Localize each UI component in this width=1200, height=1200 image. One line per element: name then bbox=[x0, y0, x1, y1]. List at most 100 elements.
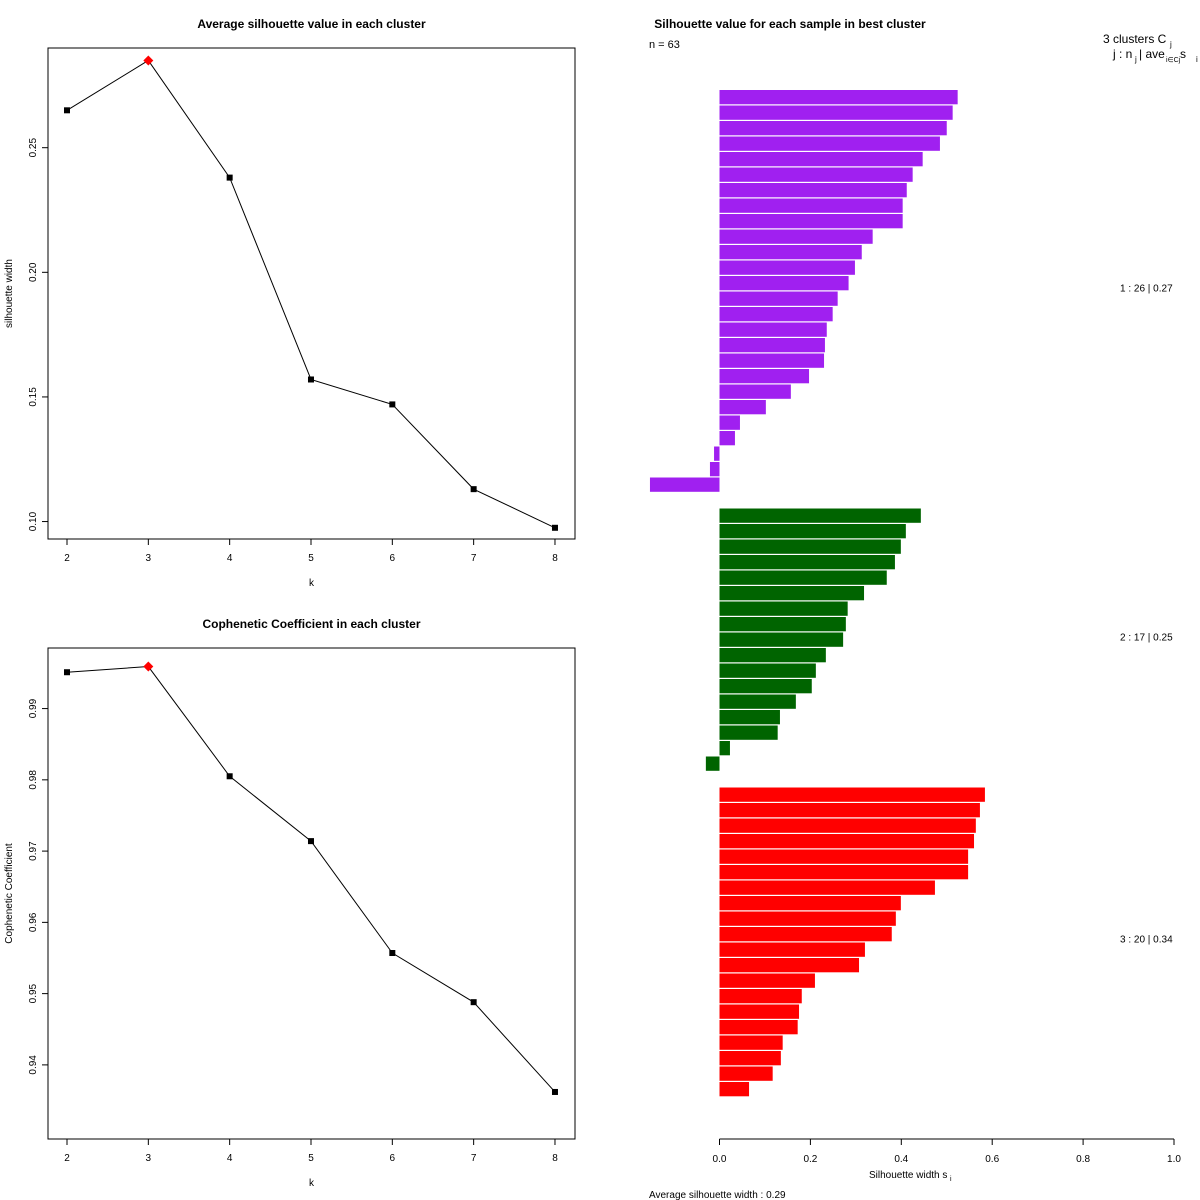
data-point bbox=[470, 999, 477, 1006]
silhouette-bar bbox=[719, 431, 735, 446]
x-tick-label: 4 bbox=[227, 553, 233, 564]
silhouette-bar bbox=[719, 710, 780, 725]
silhouette-bar bbox=[719, 152, 923, 167]
data-point bbox=[551, 524, 558, 531]
silhouette-bar bbox=[719, 834, 975, 849]
y-tick-label: 0.20 bbox=[28, 262, 39, 282]
header-sub: i∈Cj bbox=[1166, 57, 1181, 64]
silhouette-bar bbox=[719, 167, 913, 182]
silhouette-bar bbox=[719, 632, 844, 647]
silhouette-bar bbox=[719, 555, 895, 570]
y-tick-label: 0.96 bbox=[28, 912, 39, 932]
silhouette-bar bbox=[719, 508, 921, 523]
silhouette-bar bbox=[719, 694, 796, 709]
silhouette-bar bbox=[719, 90, 958, 105]
y-axis-label: Cophenetic Coefficient bbox=[4, 843, 15, 944]
x-axis-label: k bbox=[309, 1178, 315, 1189]
cluster-label: 2 : 17 | 0.25 bbox=[1120, 632, 1173, 643]
silhouette-bar bbox=[719, 291, 838, 306]
plot-frame bbox=[47, 647, 576, 1140]
silhouette-bar bbox=[719, 539, 901, 554]
y-tick-label: 0.98 bbox=[28, 770, 39, 790]
silhouette-bar bbox=[719, 136, 940, 151]
data-point bbox=[307, 376, 314, 383]
silhouette-bar bbox=[719, 105, 953, 120]
y-axis-label: silhouette width bbox=[4, 259, 15, 328]
silhouette-bar bbox=[719, 229, 873, 244]
data-point bbox=[226, 773, 233, 780]
best-k-point bbox=[143, 55, 154, 66]
plot-title: Average silhouette value in each cluster bbox=[197, 17, 426, 31]
silhouette-bar bbox=[719, 1051, 781, 1066]
silhouette-bar bbox=[719, 214, 903, 229]
silhouette-bar bbox=[719, 400, 766, 415]
silhouette-bar bbox=[719, 803, 980, 818]
silhouette-bar bbox=[719, 617, 846, 632]
x-axis-label: Silhouette width s bbox=[869, 1170, 947, 1181]
silhouette-bar bbox=[719, 198, 903, 213]
x-tick-label: 7 bbox=[471, 1153, 477, 1164]
y-tick-label: 0.97 bbox=[28, 841, 39, 861]
silhouette-bar bbox=[714, 446, 720, 461]
average-silhouette-footer: Average silhouette width : 0.29 bbox=[649, 1190, 786, 1200]
best-k-point bbox=[143, 661, 154, 672]
header-line1: 3 clusters C bbox=[1103, 32, 1167, 46]
y-tick-label: 0.99 bbox=[28, 698, 39, 718]
x-tick-label: 5 bbox=[308, 553, 314, 564]
silhouette-bar bbox=[719, 353, 825, 368]
silhouette-bar bbox=[719, 415, 740, 430]
x-tick-label: 0.0 bbox=[713, 1154, 727, 1165]
data-point bbox=[307, 838, 314, 845]
x-tick-label: 4 bbox=[227, 1153, 233, 1164]
cluster-label: 1 : 26 | 0.27 bbox=[1120, 284, 1173, 295]
x-tick-label: 3 bbox=[146, 1153, 152, 1164]
x-tick-label: 6 bbox=[390, 1153, 396, 1164]
silhouette-bar bbox=[719, 1082, 750, 1097]
silhouette-bar bbox=[719, 865, 969, 880]
header-line2: j : n bbox=[1112, 47, 1132, 61]
silhouette-bar bbox=[719, 849, 969, 864]
x-tick-label: 2 bbox=[64, 1153, 70, 1164]
silhouette-bar bbox=[719, 369, 810, 384]
silhouette-bar bbox=[719, 927, 892, 942]
n-label: n = 63 bbox=[649, 39, 680, 51]
y-tick-label: 0.94 bbox=[28, 1055, 39, 1075]
plot-title: Cophenetic Coefficient in each cluster bbox=[202, 617, 420, 631]
silhouette-bar bbox=[719, 1020, 798, 1035]
data-point bbox=[226, 174, 233, 181]
silhouette-bar bbox=[719, 958, 860, 973]
series-line bbox=[66, 59, 556, 529]
silhouette-bar bbox=[719, 942, 865, 957]
silhouette-bar bbox=[649, 477, 720, 492]
silhouette-bar bbox=[719, 260, 855, 275]
header-sub: i bbox=[1196, 55, 1198, 64]
data-point bbox=[470, 486, 477, 493]
silhouette-bar bbox=[719, 307, 833, 322]
silhouette-bar bbox=[719, 911, 896, 926]
data-point bbox=[389, 950, 396, 957]
y-tick-label: 0.10 bbox=[28, 511, 39, 531]
silhouette-bar bbox=[719, 601, 848, 616]
silhouette-bar bbox=[719, 183, 907, 198]
data-point bbox=[551, 1088, 558, 1095]
y-tick-label: 0.25 bbox=[28, 138, 39, 158]
silhouette-bar bbox=[719, 1035, 783, 1050]
series-line bbox=[66, 666, 556, 1093]
data-point bbox=[389, 401, 396, 408]
silhouette-bar bbox=[719, 818, 976, 833]
silhouette-bar bbox=[719, 679, 812, 694]
x-tick-label: 6 bbox=[390, 553, 396, 564]
header-line2c: s bbox=[1180, 47, 1186, 61]
y-tick-label: 0.15 bbox=[28, 387, 39, 407]
x-tick-label: 0.4 bbox=[894, 1154, 908, 1165]
silhouette-bar bbox=[719, 1004, 800, 1019]
silhouette-bar bbox=[719, 384, 791, 399]
x-tick-label: 0.8 bbox=[1076, 1154, 1090, 1165]
data-point bbox=[64, 669, 70, 676]
x-tick-label: 8 bbox=[552, 1153, 558, 1164]
silhouette-bar bbox=[719, 648, 826, 663]
silhouette-bar bbox=[719, 524, 906, 539]
silhouette-bar bbox=[719, 989, 802, 1004]
silhouette-bar bbox=[719, 896, 901, 911]
